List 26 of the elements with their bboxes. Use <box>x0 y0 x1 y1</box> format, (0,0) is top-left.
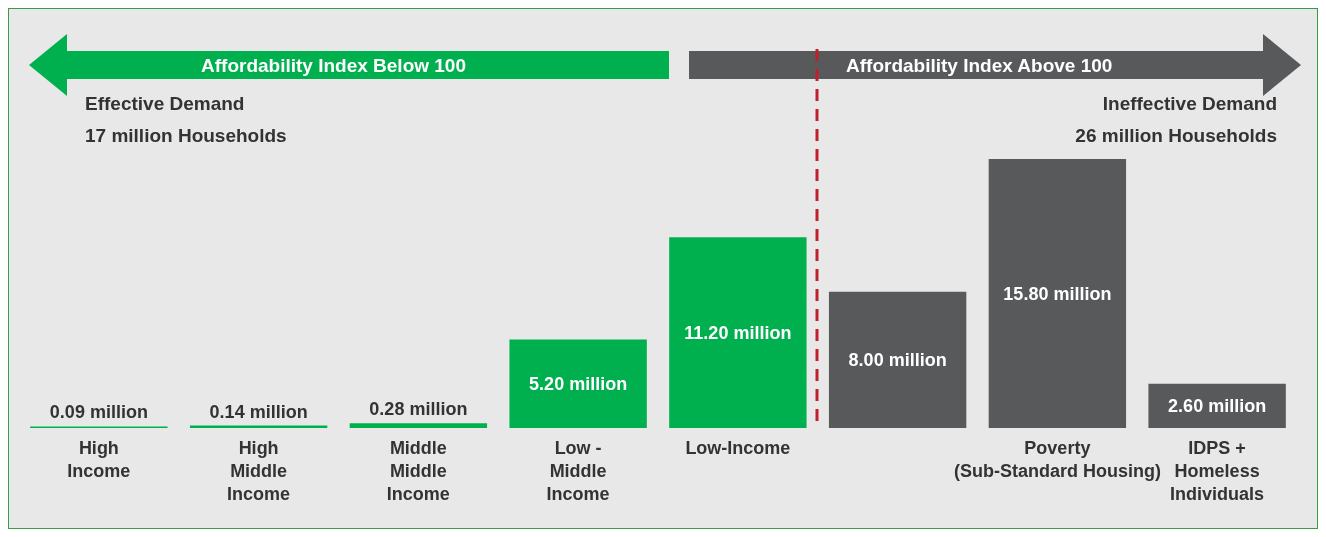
text: Ineffective Demand <box>1102 93 1277 115</box>
bar <box>509 339 647 428</box>
bar <box>349 423 488 428</box>
text: Affordability Index Above 100 <box>846 55 1113 77</box>
x-tick-label: Middle Middle Income <box>386 437 450 504</box>
x-tick-label: High Income <box>67 437 131 481</box>
data-label: 2.60 million <box>1168 395 1267 416</box>
data-label: 11.20 million <box>684 322 792 343</box>
data-label: 0.14 million <box>209 401 308 422</box>
bar <box>988 159 1127 428</box>
x-tick-label: IDPS + Homeless Individuals <box>1170 437 1265 504</box>
bar <box>669 237 807 428</box>
x-tick-label: Poverty (Sub-Standard Housing) <box>953 437 1161 481</box>
data-label: 0.09 million <box>49 402 148 423</box>
text: 17 million Households <box>85 125 287 147</box>
data-label: 8.00 million <box>848 349 947 370</box>
text: Affordability Index Below 100 <box>201 55 466 77</box>
bar <box>828 291 967 428</box>
x-tick-label: High Middle Income <box>227 437 291 504</box>
x-tick-label: Low-Income <box>685 437 791 458</box>
text: Effective Demand <box>85 93 245 115</box>
data-label: 15.80 million <box>1003 283 1112 304</box>
text: 26 million Households <box>1075 125 1277 147</box>
data-label: 0.28 million <box>369 399 468 420</box>
x-tick-label: Low - Middle Income <box>546 437 610 504</box>
data-label: 5.20 million <box>529 373 628 394</box>
